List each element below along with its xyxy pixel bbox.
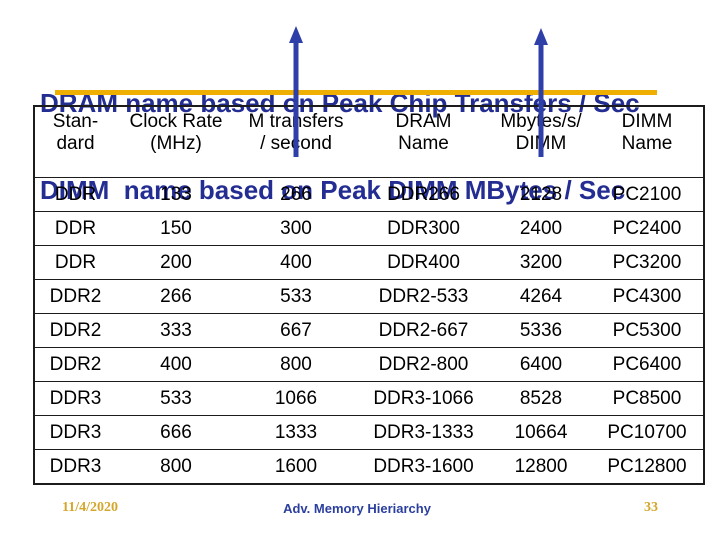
table-cell: 3200 xyxy=(519,251,563,273)
table-cell: DDR3-1066 xyxy=(373,387,474,409)
column-header-line: Clock Rate xyxy=(129,111,223,132)
footer-page-number: 33 xyxy=(644,500,658,515)
table-cell: DDR300 xyxy=(387,217,460,239)
column-header-line: dard xyxy=(56,133,95,154)
table-cell: PC8500 xyxy=(612,387,682,409)
title-line-2: DIMM name based on Peak DIMM MBytes / Se… xyxy=(40,175,626,205)
up-arrow-icon xyxy=(534,28,548,157)
column-header-line: DIMM xyxy=(621,111,673,132)
table-cell: 2128 xyxy=(519,183,563,205)
table-cell: PC4300 xyxy=(612,285,682,307)
table-row: DDR 133 266 DDR266 2128 PC2100 xyxy=(34,178,704,212)
table-cell: 1333 xyxy=(274,421,318,443)
table-cell: DDR3-1600 xyxy=(373,455,474,477)
table-row: DDR 200 400 DDR400 3200 PC3200 xyxy=(34,246,704,280)
title-underline xyxy=(55,90,657,95)
table-cell: PC6400 xyxy=(612,353,682,375)
table-cell: 266 xyxy=(160,285,192,307)
column-header: Clock Rate (MHz) xyxy=(116,106,236,178)
table-header-row: Stan-dard Clock Rate (MHz) M transfers / sec… xyxy=(34,106,704,178)
column-header-line: (MHz) xyxy=(150,133,202,154)
table-cell: DDR2 xyxy=(49,285,102,307)
column-header: Stan-dard xyxy=(34,106,116,178)
table-cell: 2400 xyxy=(519,217,563,239)
table-cell: 800 xyxy=(160,455,192,477)
table-cell: PC2400 xyxy=(612,217,682,239)
up-arrow-icon xyxy=(289,26,303,157)
table-row: DDR2 333 667 DDR2-667 5336 PC5300 xyxy=(34,314,704,348)
table-cell: 400 xyxy=(280,251,312,273)
table-cell: DDR2-667 xyxy=(378,319,469,341)
table-cell: 666 xyxy=(160,421,192,443)
table-cell: DDR xyxy=(54,217,97,239)
table-cell: PC2100 xyxy=(612,183,682,205)
table-cell: DDR2-533 xyxy=(378,285,469,307)
column-header-line: Stan- xyxy=(52,111,99,132)
table-cell: DDR3 xyxy=(49,387,102,409)
table-row: DDR2 400 800 DDR2-800 6400 PC6400 xyxy=(34,348,704,382)
table-cell: PC5300 xyxy=(612,319,682,341)
table-cell: 200 xyxy=(160,251,192,273)
table-cell: 533 xyxy=(280,285,312,307)
table-cell: DDR3 xyxy=(49,421,102,443)
table-cell: 12800 xyxy=(514,455,568,477)
table-cell: 150 xyxy=(160,217,192,239)
table-cell: 5336 xyxy=(519,319,563,341)
table-cell: 266 xyxy=(280,183,312,205)
column-header: DIMM Name xyxy=(591,106,704,178)
column-header-line: Name xyxy=(398,133,449,154)
table-cell: 8528 xyxy=(519,387,563,409)
table-cell: PC12800 xyxy=(607,455,687,477)
dram-naming-table: Stan-dard Clock Rate (MHz) M transfers / sec… xyxy=(33,105,705,485)
table-row: DDR 150 300 DDR300 2400 PC2400 xyxy=(34,212,704,246)
table-row: DDR3 666 1333 DDR3-1333 10664 PC10700 xyxy=(34,416,704,450)
table-cell: 800 xyxy=(280,353,312,375)
table-cell: 1066 xyxy=(274,387,318,409)
table-cell: 10664 xyxy=(514,421,568,443)
table-cell: DDR2-800 xyxy=(378,353,469,375)
table-cell: 667 xyxy=(280,319,312,341)
table-cell: DDR3 xyxy=(49,455,102,477)
table-cell: 133 xyxy=(160,183,192,205)
table-cell: DDR266 xyxy=(387,183,460,205)
table-cell: DDR3-1333 xyxy=(373,421,474,443)
column-header-line: Name xyxy=(621,133,673,154)
column-header-line: DRAM xyxy=(395,111,452,132)
table-cell: 333 xyxy=(160,319,192,341)
column-header: DRAM Name xyxy=(356,106,491,178)
table-cell: 6400 xyxy=(519,353,563,375)
table-body: DDR 133 266 DDR266 2128 PC2100 DDR 150 300 DDR300… xyxy=(34,178,704,484)
table-cell: DDR xyxy=(54,183,97,205)
footer-date: 11/4/2020 xyxy=(62,500,119,515)
table-cell: 533 xyxy=(160,387,192,409)
table-row: DDR2 266 533 DDR2-533 4264 PC4300 xyxy=(34,280,704,314)
table-cell: PC10700 xyxy=(607,421,687,443)
table-cell: DDR2 xyxy=(49,319,102,341)
table-row: DDR3 800 1600 DDR3-1600 12800 PC12800 xyxy=(34,450,704,484)
table-cell: PC3200 xyxy=(612,251,682,273)
table-cell: DDR400 xyxy=(387,251,460,273)
table-cell: 1600 xyxy=(274,455,318,477)
table-row: DDR3 533 1066 DDR3-1066 8528 PC8500 xyxy=(34,382,704,416)
table-cell: DDR xyxy=(54,251,97,273)
table-cell: 4264 xyxy=(519,285,563,307)
table-cell: 400 xyxy=(160,353,192,375)
table-cell: 300 xyxy=(280,217,312,239)
footer-title: Adv. Memory Hieriarchy xyxy=(283,501,431,516)
table-cell: DDR2 xyxy=(49,353,102,375)
